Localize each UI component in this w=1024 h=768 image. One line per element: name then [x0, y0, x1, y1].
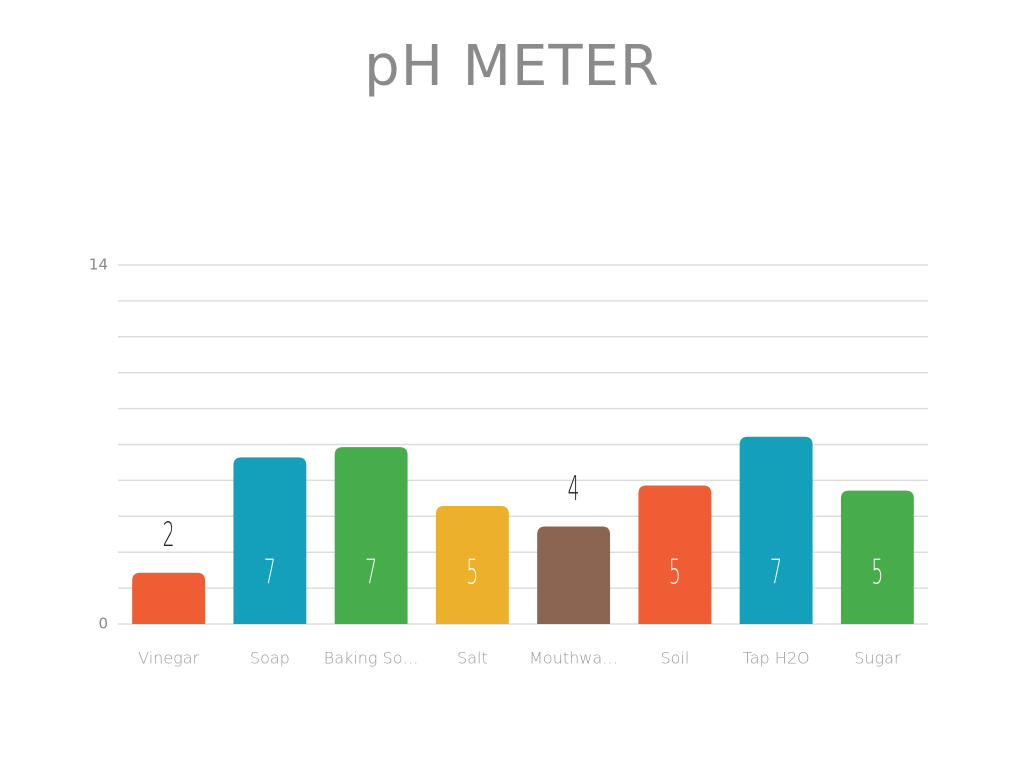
chart-title: pH METER: [364, 34, 660, 99]
bar: [132, 572, 206, 624]
value-label: 7: [264, 554, 276, 592]
bar: [334, 447, 408, 624]
x-tick-label: Salt: [457, 649, 488, 668]
x-tick-label: Mouthwa…: [529, 649, 618, 668]
x-tick-label: Soap: [250, 649, 290, 668]
value-label: 2: [163, 516, 175, 554]
bar: [435, 506, 509, 624]
bar: [840, 490, 914, 624]
value-label: 4: [568, 470, 580, 508]
x-tick-label: Tap H2O: [743, 649, 810, 668]
y-tick-label: 0: [98, 615, 108, 633]
x-tick-label: Baking So…: [324, 649, 419, 668]
x-tick-label: Vinegar: [138, 649, 199, 668]
bar: [537, 526, 611, 624]
value-label: 5: [466, 554, 478, 592]
x-tick-label: Sugar: [854, 649, 901, 668]
y-tick-label: 14: [89, 256, 108, 274]
bar: [233, 457, 307, 624]
value-label: 5: [871, 554, 883, 592]
x-tick-label: Soil: [660, 649, 689, 668]
value-label: 5: [669, 554, 681, 592]
value-label: 7: [770, 554, 782, 592]
bar: [638, 485, 712, 624]
value-label: 7: [365, 554, 377, 592]
bar: [739, 436, 813, 624]
